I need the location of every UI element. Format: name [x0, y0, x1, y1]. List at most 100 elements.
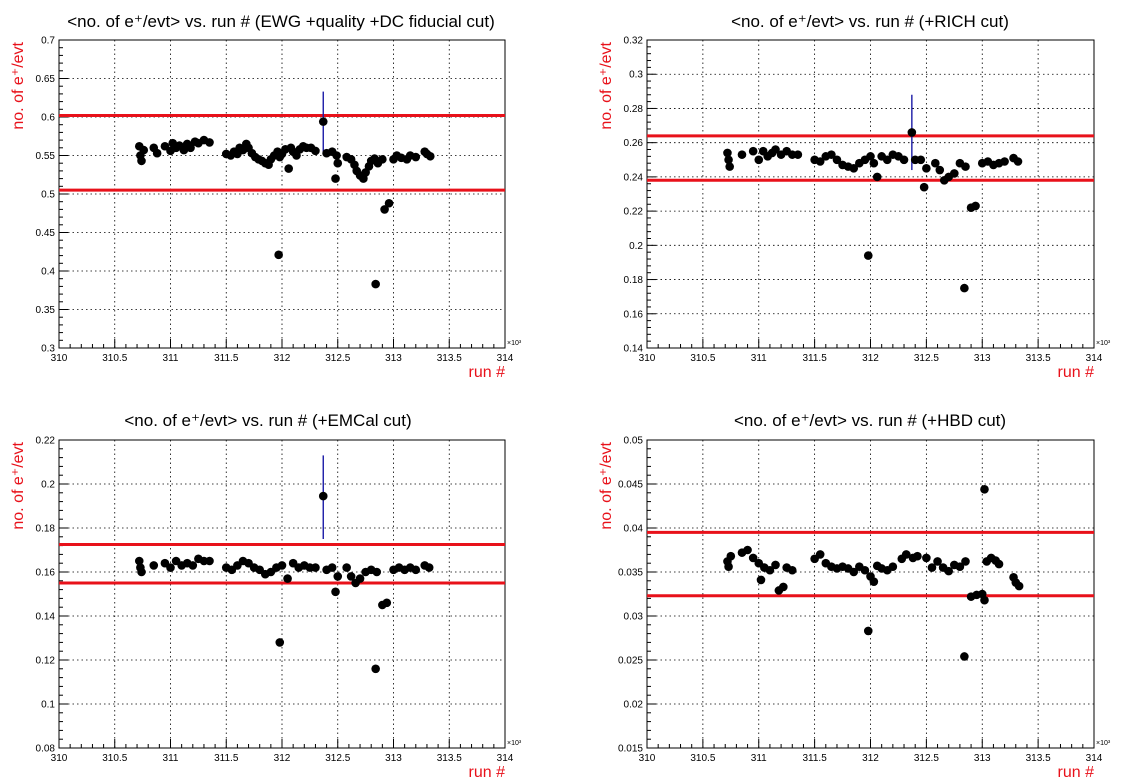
data-point: [971, 201, 980, 211]
x-tick-label: 312: [862, 753, 879, 764]
data-point: [371, 664, 380, 674]
data-point: [137, 567, 146, 577]
y-tick-label: 0.26: [624, 138, 644, 149]
y-tick-label: 0.015: [618, 744, 643, 755]
y-tick-label: 0.3: [629, 70, 643, 81]
data-point: [748, 553, 758, 563]
data-point: [815, 550, 825, 559]
y-tick-label: 0.2: [629, 241, 643, 252]
data-point: [787, 565, 797, 575]
y-tick-label: 0.035: [618, 568, 643, 579]
y-axis-label: no. of e⁺/evt: [598, 41, 615, 129]
y-tick-label: 0.02: [624, 700, 644, 711]
y-tick-label: 0.14: [624, 344, 644, 355]
data-point: [919, 182, 929, 192]
y-tick-label: 0.16: [36, 568, 56, 579]
x-tick-label: 311.5: [802, 753, 827, 764]
data-point: [907, 128, 917, 137]
data-point: [331, 174, 340, 183]
y-tick-label: 0.08: [36, 744, 56, 755]
x-tick-label: 313: [974, 753, 991, 764]
data-point: [355, 574, 365, 583]
data-point: [815, 157, 825, 166]
y-tick-label: 0.045: [618, 480, 643, 491]
y-axis-label: no. of e⁺/evt: [598, 441, 615, 529]
y-tick-label: 0.4: [41, 267, 55, 278]
data-point: [960, 652, 969, 661]
data-point: [860, 565, 870, 575]
x-tick-label: 310: [51, 753, 68, 764]
chart-title: <no. of e⁺/evt> vs. run # (+HBD cut): [734, 411, 1006, 430]
data-point: [425, 151, 435, 161]
x-axis-label: run #: [1058, 764, 1095, 781]
x-tick-label: 310: [639, 753, 656, 764]
y-tick-label: 0.5: [41, 190, 55, 201]
data-point: [899, 155, 909, 165]
data-point: [318, 491, 328, 501]
x-tick-label: 312: [274, 753, 291, 764]
data-point: [346, 572, 356, 581]
y-tick-label: 0.1: [41, 700, 55, 711]
y-tick-label: 0.65: [36, 74, 56, 85]
data-point: [961, 557, 970, 566]
data-point: [961, 162, 970, 171]
data-point: [863, 251, 873, 260]
data-point: [765, 565, 775, 575]
chart-title: <no. of e⁺/evt> vs. run # (+EMCal cut): [124, 411, 411, 430]
y-tick-label: 0.28: [624, 104, 644, 115]
chart-panel-4: <no. of e⁺/evt> vs. run # (+HBD cut) 310 3…: [598, 411, 1111, 781]
data-point: [916, 155, 926, 165]
data-point: [927, 563, 937, 572]
chart-panel-2: <no. of e⁺/evt> vs. run # (+RICH cut) 310…: [598, 12, 1111, 381]
data-point: [743, 545, 752, 555]
data-point: [754, 155, 764, 165]
data-point: [371, 279, 380, 289]
x-tick-label: 311.5: [214, 753, 239, 764]
x-exponent-label: ×10³: [507, 340, 522, 347]
data-point: [275, 638, 285, 647]
data-point: [333, 158, 343, 168]
data-point: [771, 145, 780, 154]
x-tick-label: 313.5: [437, 753, 462, 764]
x-tick-label: 311: [751, 753, 767, 764]
data-point: [793, 150, 803, 159]
data-point: [849, 567, 859, 577]
y-tick-label: 0.7: [41, 36, 55, 47]
x-tick-label: 311.5: [802, 353, 827, 364]
data-point: [1013, 157, 1023, 166]
data-point: [205, 556, 214, 566]
x-tick-label: 311: [163, 753, 179, 764]
data-point: [186, 143, 195, 153]
x-tick-label: 310.5: [690, 753, 715, 764]
data-point: [342, 563, 351, 572]
data-point: [913, 551, 922, 561]
y-tick-label: 0.55: [36, 151, 56, 162]
x-axis-label: run #: [469, 764, 506, 781]
x-tick-label: 310.5: [690, 353, 715, 364]
data-point: [327, 563, 337, 572]
x-tick-label: 314: [1086, 753, 1103, 764]
y-tick-label: 0.22: [36, 436, 56, 447]
data-point: [134, 556, 144, 566]
data-point: [384, 198, 394, 208]
chart-panel-1: <no. of e⁺/evt> vs. run # (EWG +quality …: [10, 12, 522, 381]
y-tick-label: 0.2: [41, 480, 55, 491]
y-tick-label: 0.22: [624, 207, 644, 218]
data-point: [955, 562, 965, 572]
data-point: [284, 164, 293, 173]
x-tick-label: 312: [274, 353, 291, 364]
y-tick-label: 0.14: [36, 612, 56, 623]
x-tick-label: 312: [862, 353, 879, 364]
x-tick-label: 313.5: [437, 353, 462, 364]
data-point: [922, 164, 931, 173]
y-tick-label: 0.24: [624, 172, 644, 183]
data-point: [931, 158, 940, 168]
y-tick-label: 0.6: [41, 113, 55, 124]
x-tick-label: 312.5: [914, 753, 939, 764]
data-point: [166, 563, 175, 572]
y-tick-label: 0.025: [618, 656, 643, 667]
data-point: [139, 145, 149, 155]
x-tick-label: 314: [1086, 353, 1103, 364]
y-tick-label: 0.05: [624, 436, 644, 447]
x-tick-label: 310: [639, 353, 656, 364]
